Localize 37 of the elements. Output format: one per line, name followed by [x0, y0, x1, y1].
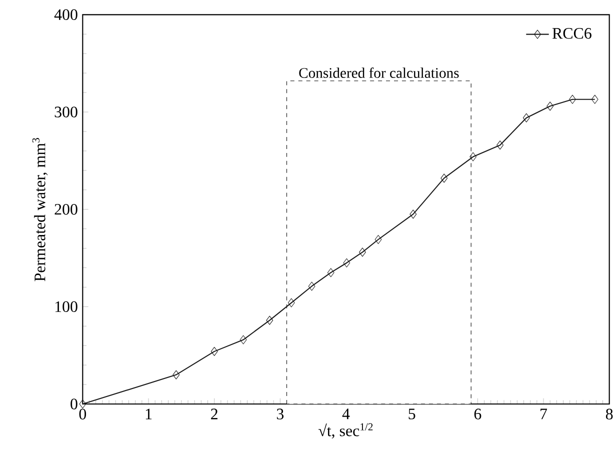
point	[79, 399, 86, 409]
point	[210, 346, 218, 356]
point	[496, 140, 504, 150]
y-tick-label: 400	[54, 9, 78, 20]
point	[440, 174, 448, 183]
y-tick-label: 0	[70, 398, 78, 410]
x-tick-label: 3	[276, 408, 284, 420]
point	[266, 316, 274, 325]
x-tick-label: 1	[146, 408, 152, 420]
x-tick-label: 6	[474, 408, 482, 420]
point	[470, 152, 477, 162]
point	[327, 268, 334, 278]
point	[569, 94, 576, 104]
x-tick-label: 4	[342, 408, 350, 420]
x-tick-label: 7	[540, 408, 548, 420]
point	[240, 335, 247, 344]
point	[410, 210, 417, 219]
point	[374, 234, 382, 244]
point	[546, 102, 554, 111]
point	[591, 94, 598, 104]
x-tick-label: 2	[211, 408, 218, 420]
point	[359, 248, 366, 257]
y-tick-label: 100	[55, 301, 78, 312]
point	[343, 258, 350, 268]
x-axis-title: √t, sec$^{1/2}$	[318, 423, 373, 439]
y-tick-label: 300	[54, 106, 78, 118]
point	[172, 370, 180, 380]
point	[308, 282, 316, 291]
y-tick-label: 200	[54, 204, 78, 215]
y-axis-title: Permeated water, mm$^{3}$	[32, 138, 48, 282]
x-tick-label: 0	[79, 408, 86, 420]
x-tick-label: 5	[408, 408, 416, 420]
point	[288, 298, 295, 308]
band-label: Considered for calculations	[299, 67, 459, 78]
legend-label: RCC6	[552, 28, 592, 39]
point	[522, 113, 530, 122]
x-tick-label: 8	[606, 408, 613, 420]
